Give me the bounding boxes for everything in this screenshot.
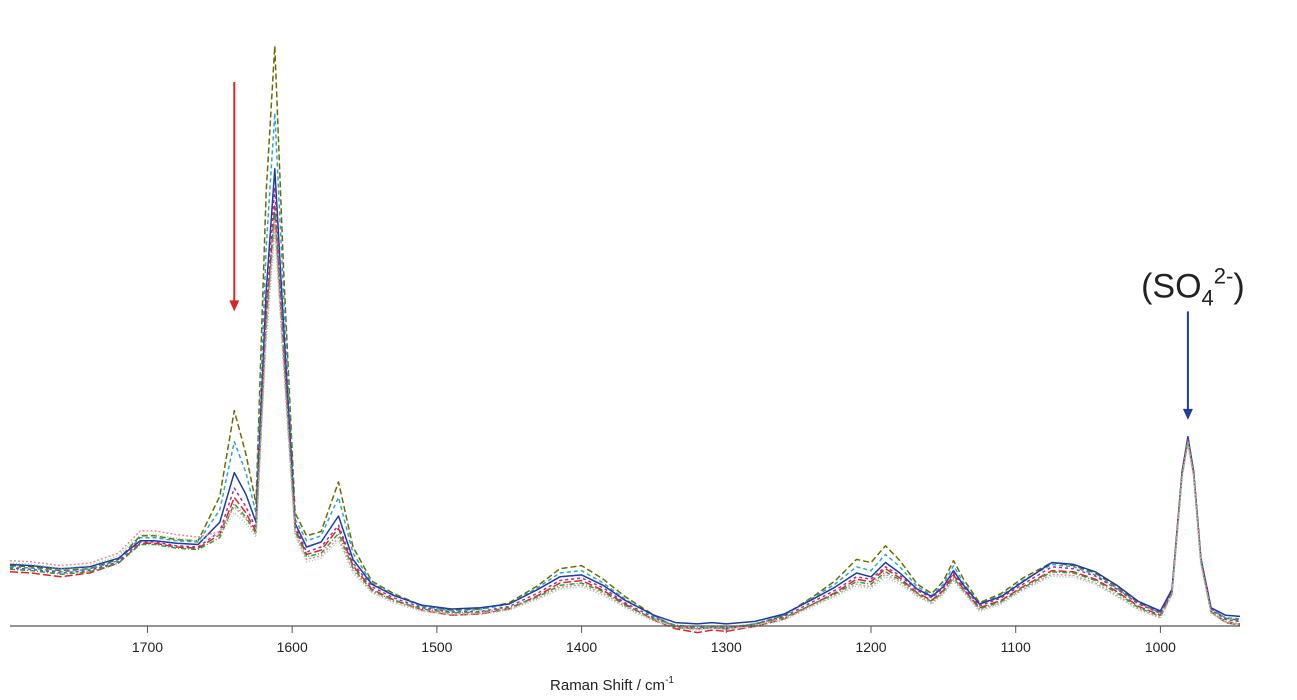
sulfate-label-superscript: 2- bbox=[1214, 263, 1234, 288]
x-axis-ticks: 1700 1600 1500 1400 1300 1200 1100 1000 bbox=[132, 626, 1176, 655]
x-axis-title-text: Raman Shift / cm bbox=[550, 677, 665, 694]
x-tick-label-1500: 1500 bbox=[421, 639, 452, 655]
spectrum-line-4 bbox=[9, 205, 1241, 634]
annotation-arrow-head-2 bbox=[1182, 408, 1193, 420]
spectrum-line-3 bbox=[9, 168, 1241, 625]
sulfate-label: (SO42-) bbox=[1141, 263, 1245, 310]
x-tick-label-1200: 1200 bbox=[855, 639, 886, 655]
sulfate-label-subscript: 4 bbox=[1202, 285, 1214, 310]
x-tick-label-1000: 1000 bbox=[1145, 639, 1176, 655]
x-axis-title-superscript: -1 bbox=[665, 675, 674, 686]
sulfate-label-end: ) bbox=[1233, 267, 1244, 305]
x-axis-title: Raman Shift / cm-1 bbox=[550, 675, 674, 694]
spectra-series-group bbox=[9, 45, 1241, 634]
x-tick-label-1100: 1100 bbox=[1001, 639, 1031, 655]
x-tick-label-1600: 1600 bbox=[277, 639, 308, 655]
annotation-arrow-head-1 bbox=[229, 300, 240, 312]
spectrum-line-1 bbox=[9, 45, 1241, 630]
sulfate-label-base: (SO bbox=[1141, 267, 1201, 305]
x-tick-label-1700: 1700 bbox=[132, 639, 163, 655]
x-tick-label-1300: 1300 bbox=[711, 639, 742, 655]
spectrum-line-7 bbox=[9, 220, 1241, 630]
x-tick-label-1400: 1400 bbox=[566, 639, 597, 655]
spectrum-line-8 bbox=[9, 230, 1241, 631]
annotation-layer: (SO42-) bbox=[229, 82, 1245, 420]
spectrum-line-6 bbox=[9, 211, 1241, 629]
spectrum-line-2 bbox=[9, 112, 1241, 630]
